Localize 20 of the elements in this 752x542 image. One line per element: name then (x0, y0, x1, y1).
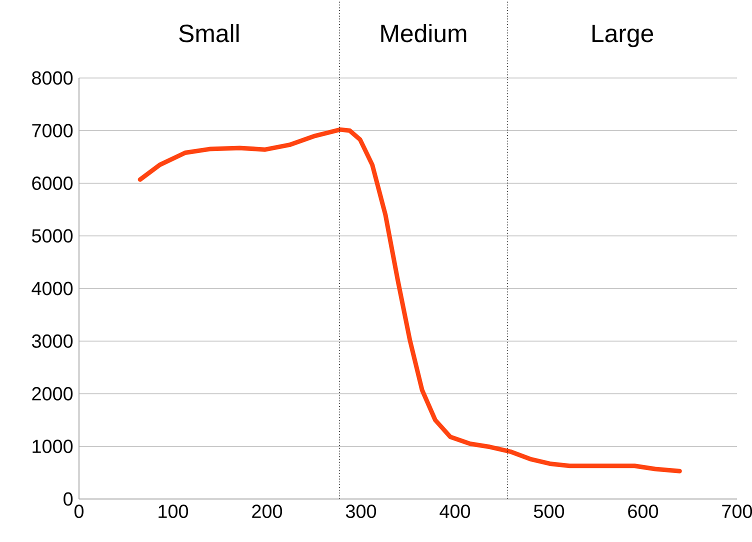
text: Medium (381, 24, 466, 42)
y-tick-label: 5000 (32, 229, 73, 243)
y-tick-label: 1000 (32, 440, 73, 454)
x-tick-label: 400 (440, 504, 470, 518)
text: Small (179, 24, 239, 42)
y-tick-label: 8000 (32, 71, 73, 85)
x-tick-label: 300 (346, 504, 376, 518)
y-tick-label: 2000 (32, 387, 73, 400)
y-tick-label: 4000 (32, 282, 73, 296)
x-tick-label: 200 (252, 504, 282, 518)
y-tick-label: 0 (64, 492, 73, 506)
x-tick-label: 0 (74, 504, 84, 518)
x-tick-label: 100 (158, 504, 188, 518)
y-tick-label: 7000 (32, 124, 73, 138)
text: Large (592, 24, 654, 48)
x-tick-label: 500 (534, 504, 564, 518)
x-tick-label: 700 (722, 504, 752, 518)
y-tick-label: 3000 (32, 334, 73, 348)
x-tick-label: 600 (628, 504, 658, 518)
y-tick-label: 6000 (32, 176, 73, 190)
